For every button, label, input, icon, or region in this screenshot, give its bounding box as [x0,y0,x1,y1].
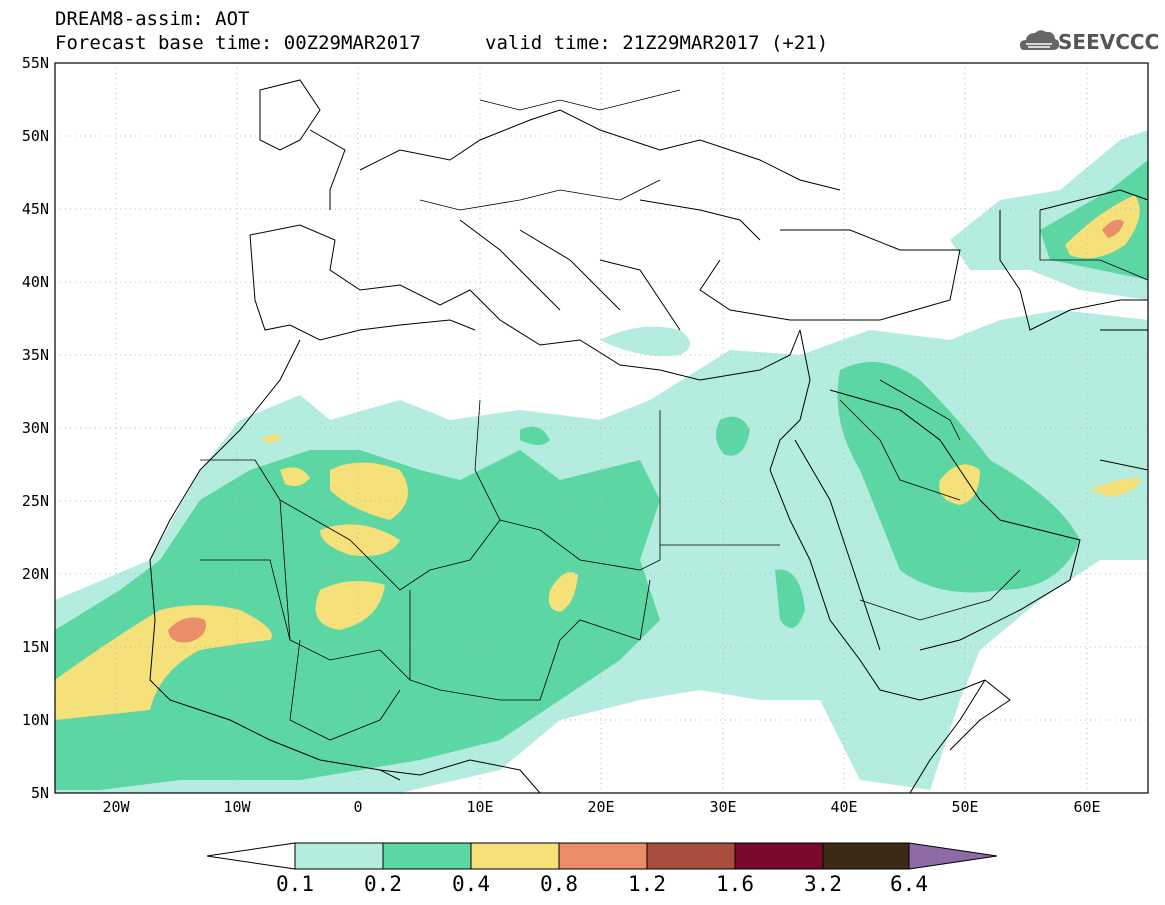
map-title: DREAM8-assim: AOT [55,8,250,30]
cloud-logo-icon [1020,30,1060,50]
colorbar-swatch [822,842,910,870]
aot-shading [55,130,1148,793]
colorbar-label: 0.4 [452,872,490,896]
lat-label: 25N [22,492,49,510]
colorbar-label: 1.2 [628,872,666,896]
map-frame [54,62,1149,794]
lat-label: 30N [22,419,49,437]
lon-label: 60E [1073,798,1100,816]
lat-label: 15N [22,638,49,656]
lon-label: 20W [102,798,130,816]
lat-label: 35N [22,346,49,364]
colorbar-arrow-high [908,842,998,870]
colorbar-arrow-low [206,842,296,870]
colorbar-label: 0.8 [540,872,578,896]
latitude-labels: 55N 50N 45N 40N 35N 30N 25N 20N 15N 10N … [22,54,49,802]
longitude-labels: 20W 10W 0 10E 20E 30E 40E 50E 60E [102,798,1100,816]
forecast-base-time: Forecast base time: 00Z29MAR2017 [55,32,422,54]
colorbar-swatch [558,842,648,870]
country-borders [200,89,1148,741]
colorbar-label: 0.1 [276,872,314,896]
colorbar-swatch [646,842,736,870]
coastlines [149,79,1148,793]
lat-label: 45N [22,200,49,218]
gridlines [55,63,1148,793]
lon-label: 10E [466,798,493,816]
colorbar-swatch [470,842,560,870]
lon-label: 30E [709,798,736,816]
colorbar-label: 1.6 [716,872,754,896]
valid-time: valid time: 21Z29MAR2017 (+21) [485,32,829,54]
lat-label: 40N [22,273,49,291]
lat-label: 5N [31,784,49,802]
lat-label: 20N [22,565,49,583]
lat-label: 50N [22,127,49,145]
lon-label: 0 [353,798,362,816]
lat-label: 10N [22,711,49,729]
colorbar-swatch [734,842,824,870]
colorbar-label: 6.4 [890,872,928,896]
logo-text: SEEVCCC [1058,30,1160,54]
lon-label: 20E [587,798,614,816]
lon-label: 40E [830,798,857,816]
colorbar-swatch [294,842,384,870]
colorbar [206,842,998,870]
colorbar-label: 0.2 [364,872,402,896]
lat-label: 55N [22,54,49,72]
lon-label: 10W [223,798,251,816]
colorbar-label: 3.2 [804,872,842,896]
colorbar-swatch [382,842,472,870]
lon-label: 50E [951,798,978,816]
